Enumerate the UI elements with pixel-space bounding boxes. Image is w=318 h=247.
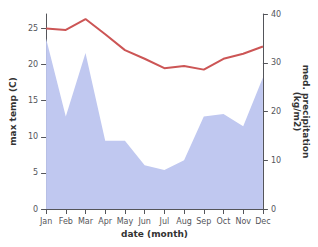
svg-text:20: 20 — [271, 107, 281, 116]
svg-text:max temp (C): max temp (C) — [8, 77, 18, 146]
svg-text:Nov: Nov — [235, 217, 251, 226]
svg-text:May: May — [117, 217, 134, 226]
svg-text:Aug: Aug — [176, 217, 192, 226]
svg-text:0: 0 — [33, 205, 38, 214]
svg-text:Mar: Mar — [78, 217, 94, 226]
svg-text:20: 20 — [28, 60, 38, 69]
svg-text:25: 25 — [28, 24, 38, 33]
svg-text:5: 5 — [33, 168, 38, 177]
svg-text:10: 10 — [28, 132, 38, 141]
svg-text:Jan: Jan — [39, 217, 52, 226]
svg-text:10: 10 — [271, 156, 281, 165]
svg-text:Sep: Sep — [196, 217, 211, 226]
svg-text:Apr: Apr — [98, 217, 113, 226]
svg-text:(kg/m2): (kg/m2) — [292, 92, 302, 132]
svg-text:Jun: Jun — [137, 217, 151, 226]
svg-text:15: 15 — [28, 96, 38, 105]
svg-text:Dec: Dec — [255, 217, 270, 226]
svg-text:40: 40 — [271, 10, 281, 19]
svg-text:0: 0 — [271, 205, 276, 214]
svg-text:date (month): date (month) — [121, 229, 188, 239]
svg-text:Feb: Feb — [59, 217, 73, 226]
svg-text:Oct: Oct — [217, 217, 231, 226]
svg-text:med. precipitation: med. precipitation — [300, 64, 311, 159]
svg-text:Jul: Jul — [159, 217, 170, 226]
svg-text:30: 30 — [271, 58, 281, 67]
